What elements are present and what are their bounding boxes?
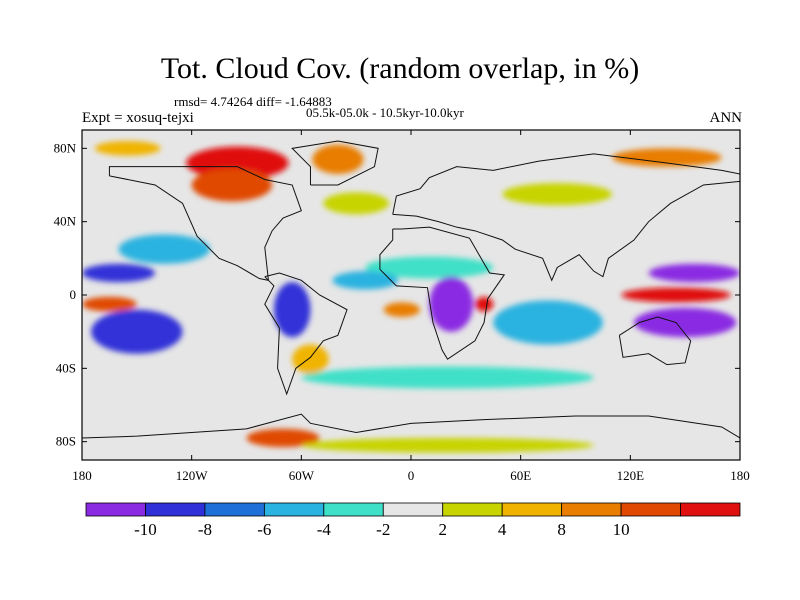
anomaly-region-greenland [312,144,364,174]
anomaly-region-antarctica [301,438,594,453]
y-tick-label: 40N [54,214,77,229]
colorbar-box [204,502,265,517]
colorbar-label: -6 [257,520,272,539]
anomaly-region-east-africa [474,296,494,312]
anomaly-region-congo [429,276,474,332]
x-tick-label: 180 [72,468,92,483]
y-tick-label: 80N [54,140,77,155]
x-tick-label: 60E [510,468,531,483]
season-label: ANN [709,110,743,126]
anomaly-region-s-america-south [292,344,329,374]
colorbar-box [680,502,741,517]
coastline [379,226,506,360]
anomaly-region-indian-ocean [493,300,603,345]
period-label: 05.5k-05.0k - 10.5kyr-10.0kyr [306,105,464,120]
anomaly-region-maritime-continent [633,307,737,338]
coastline [108,166,302,281]
anomaly-region-eurasia [502,183,613,206]
anomaly-region-south-atlantic [383,302,421,317]
colorbar-label: 4 [497,520,507,539]
anomaly-region-north-pacific [94,141,161,156]
colorbar-box [620,502,681,517]
anomaly-region-southern-ocean [301,366,594,389]
coastline [291,140,379,186]
x-tick-label: 60W [289,468,315,483]
colorbar-box [561,502,622,517]
colorbar-label: 10 [612,520,630,539]
coastline [264,272,348,396]
colorbar-label: 2 [438,520,447,539]
colorbar-box [323,502,384,517]
anomaly-region-n-atlantic [323,192,390,215]
anomaly-region-antarctica-w [246,428,320,448]
anomaly-region-east-pacific [118,234,210,264]
anomaly-region-sahel [365,256,494,279]
colorbar-label: -2 [376,520,391,539]
colorbar-box [501,502,563,517]
colorbar-label: 8 [557,520,566,539]
anomaly-region-pacific-itcz-e [82,263,156,283]
coastline [82,413,740,439]
anomaly-region-amazon [273,282,311,338]
anomaly-region-canada [191,168,273,202]
colorbar-box [263,502,325,517]
y-tick-label: 40S [56,360,76,375]
colorbar-box [442,502,503,517]
x-tick-label: 0 [408,468,415,483]
colorbar-label: -4 [316,520,331,539]
x-tick-label: 120E [617,468,645,483]
coastline [392,153,740,282]
stats-text: rmsd= 4.74264 diff= -1.64883 [174,94,332,109]
x-tick-label: 120W [176,468,209,483]
colorbar-box [85,502,146,517]
colorbar-label: -8 [197,520,212,539]
anomaly-region-w-pacific-eq [621,287,731,303]
coastline [618,316,692,366]
anomaly-region-siberia [612,148,722,167]
anomaly-region-s-pacific-warm [82,296,137,312]
y-tick-label: 0 [70,287,77,302]
colorbar-box [382,502,444,517]
anomaly-region-atlantic-itcz [332,271,399,290]
y-tick-label: 80S [56,434,76,449]
colorbar-box [145,502,206,517]
map-title: Tot. Cloud Cov. (random overlap, in %) [160,52,640,85]
colorbar-label: -10 [134,520,157,539]
x-tick-label: 180 [730,468,750,483]
experiment-label: Expt = xosuq-tejxi [82,110,194,126]
anomaly-region-s-pacific [91,309,183,354]
anomaly-region-w-pacific-north [648,263,740,283]
